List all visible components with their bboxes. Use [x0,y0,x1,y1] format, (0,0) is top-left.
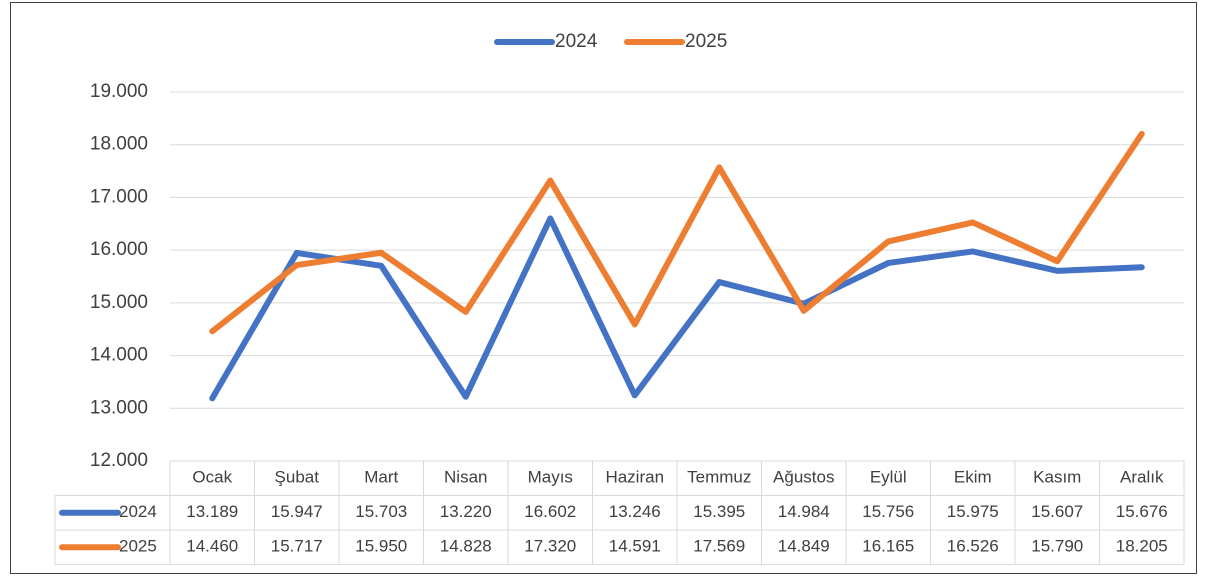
y-tick-label: 19.000 [90,81,148,102]
table-value: 13.246 [609,502,661,521]
table-value: 15.676 [1116,502,1168,521]
x-tick-label: Temmuz [687,468,751,487]
x-tick-label: Eylül [870,468,907,487]
series-line [209,215,1145,402]
table-value: 15.950 [355,537,407,556]
table-series-name: 2025 [119,537,157,556]
table-value: 14.591 [609,537,661,556]
table-value: 18.205 [1116,537,1168,556]
x-tick-label: Ekim [954,468,992,487]
legend-label: 2025 [685,31,727,52]
table-value: 14.984 [778,502,830,521]
x-tick-label: Şubat [275,468,320,487]
y-tick-label: 16.000 [90,239,148,260]
chart-frame [10,2,1197,574]
table-value: 14.828 [440,537,492,556]
table-value: 17.569 [693,537,745,556]
x-tick-label: Kasım [1033,468,1081,487]
x-tick-label: Ağustos [773,468,834,487]
table-value: 15.947 [271,502,323,521]
y-tick-label: 14.000 [90,345,148,366]
table-value: 15.756 [862,502,914,521]
x-tick-label: Haziran [605,468,664,487]
table-value: 13.189 [186,502,238,521]
table-value: 13.220 [440,502,492,521]
table-value: 16.165 [862,537,914,556]
legend-label: 2024 [555,31,598,52]
y-tick-label: 13.000 [90,397,148,418]
x-tick-label: Mart [364,468,398,487]
table-value: 17.320 [524,537,576,556]
table-value: 15.975 [947,502,999,521]
y-tick-label: 17.000 [90,186,148,207]
table-value: 16.602 [524,502,576,521]
y-tick-label: 15.000 [90,292,148,313]
table-series-name: 2024 [119,502,157,521]
table-value: 16.526 [947,537,999,556]
table-value: 15.395 [693,502,745,521]
x-tick-label: Ocak [192,468,232,487]
x-tick-label: Nisan [444,468,487,487]
table-value: 15.790 [1031,537,1083,556]
table-value: 15.607 [1031,502,1083,521]
table-value: 15.717 [271,537,323,556]
y-tick-label: 12.000 [90,450,148,471]
x-tick-label: Mayıs [528,468,573,487]
x-tick-label: Aralık [1120,468,1164,487]
table-value: 14.849 [778,537,830,556]
series-line [209,130,1145,335]
y-tick-label: 18.000 [90,134,148,155]
table-value: 14.460 [186,537,238,556]
table-value: 15.703 [355,502,407,521]
